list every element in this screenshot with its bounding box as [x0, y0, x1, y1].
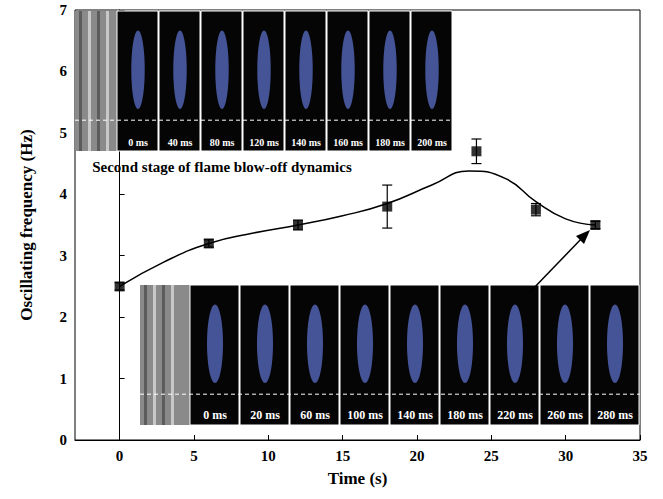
svg-text:120 ms: 120 ms: [249, 137, 279, 148]
svg-text:6: 6: [60, 63, 68, 79]
svg-text:80 ms: 80 ms: [210, 137, 235, 148]
svg-text:3: 3: [60, 248, 68, 264]
svg-text:40 ms: 40 ms: [168, 137, 193, 148]
svg-text:Time (s): Time (s): [328, 469, 388, 488]
svg-text:20 ms: 20 ms: [250, 408, 280, 422]
svg-text:280 ms: 280 ms: [597, 408, 633, 422]
svg-text:25: 25: [484, 448, 499, 464]
svg-text:5: 5: [190, 448, 198, 464]
svg-text:5: 5: [60, 125, 68, 141]
svg-text:30: 30: [558, 448, 573, 464]
svg-text:0: 0: [60, 432, 68, 448]
svg-text:Second stage of flame blow-off: Second stage of flame blow-off dynamics: [92, 159, 352, 175]
svg-text:260 ms: 260 ms: [547, 408, 583, 422]
svg-text:180 ms: 180 ms: [375, 137, 405, 148]
svg-text:4: 4: [60, 186, 68, 202]
svg-text:160 ms: 160 ms: [333, 137, 363, 148]
svg-text:2: 2: [60, 309, 68, 325]
svg-text:100 ms: 100 ms: [347, 408, 383, 422]
svg-text:140 ms: 140 ms: [397, 408, 433, 422]
svg-text:15: 15: [335, 448, 350, 464]
svg-text:140 ms: 140 ms: [291, 137, 321, 148]
svg-text:200 ms: 200 ms: [417, 137, 447, 148]
svg-text:180 ms: 180 ms: [447, 408, 483, 422]
svg-text:60 ms: 60 ms: [300, 408, 330, 422]
svg-text:0 ms: 0 ms: [203, 408, 227, 422]
svg-text:20: 20: [409, 448, 424, 464]
svg-text:0 ms: 0 ms: [128, 137, 148, 148]
svg-text:10: 10: [261, 448, 276, 464]
svg-text:35: 35: [633, 448, 648, 464]
svg-text:0: 0: [116, 448, 124, 464]
svg-text:7: 7: [60, 2, 68, 18]
svg-text:220 ms: 220 ms: [497, 408, 533, 422]
svg-text:1: 1: [60, 371, 68, 387]
svg-text:Oscillating frequency (Hz): Oscillating frequency (Hz): [17, 129, 36, 320]
